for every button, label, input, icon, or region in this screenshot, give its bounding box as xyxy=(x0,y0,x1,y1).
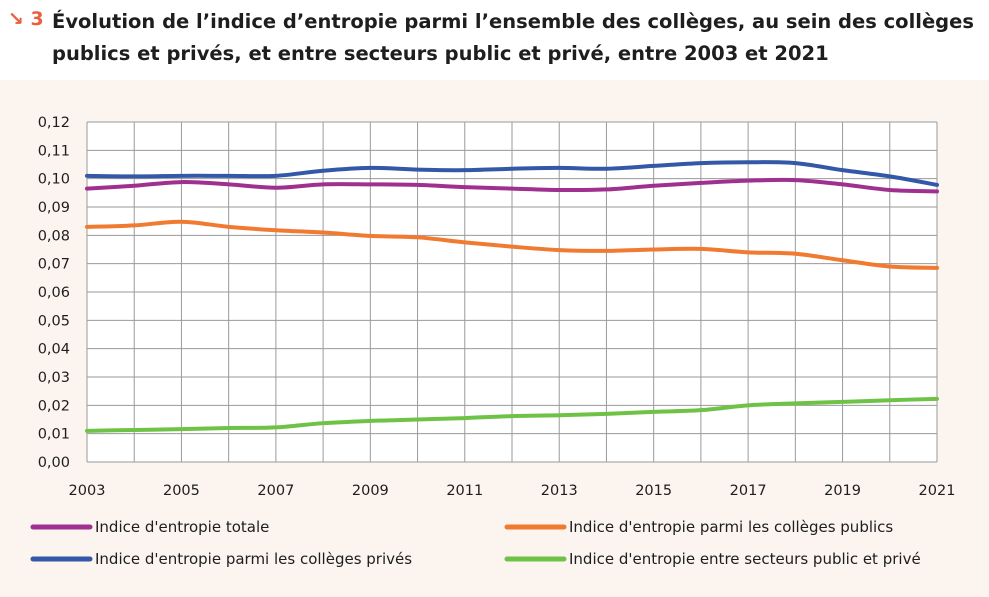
legend-label-4: Indice d'entropie entre secteurs public … xyxy=(569,550,921,568)
line-chart: 0,00 0,01 0,02 0,03 0,04 0,05 0,06 0,07 0,08 0,09… xyxy=(30,115,956,568)
series-line-3 xyxy=(85,160,939,187)
figure-header: ↘ 3 Évolution de l’indice d’entropie par… xyxy=(0,0,989,80)
y-tick-label: 0,07 xyxy=(38,257,70,273)
series-line-4 xyxy=(85,396,939,433)
x-tick-label: 2007 xyxy=(257,483,294,499)
series-line-2 xyxy=(85,219,939,270)
figure-title: Évolution de l’indice d’entropie parmi l… xyxy=(52,10,974,65)
y-tick-label: 0,03 xyxy=(38,370,70,386)
y-tick-label: 0,09 xyxy=(38,200,70,216)
figure-number: ↘ 3 xyxy=(8,8,44,30)
x-tick-label: 2003 xyxy=(69,483,106,499)
legend-label-2: Indice d'entropie parmi les collèges pub… xyxy=(569,518,893,536)
y-tick-label: 0,08 xyxy=(38,228,70,244)
x-tick-label: 2005 xyxy=(163,483,200,499)
y-tick-label: 0,01 xyxy=(38,427,70,443)
chart-panel: 0,00 0,01 0,02 0,03 0,04 0,05 0,06 0,07 0,08 0,09… xyxy=(0,80,989,597)
series-line-1 xyxy=(85,177,939,194)
x-tick-label: 2009 xyxy=(352,483,389,499)
y-tick-label: 0,05 xyxy=(38,313,70,329)
arrow-down-right-icon: ↘ xyxy=(8,8,24,30)
y-tick-label: 0,00 xyxy=(38,455,70,471)
figure-number-value: 3 xyxy=(30,8,44,30)
y-tick-label: 0,02 xyxy=(38,398,70,414)
y-tick-label: 0,11 xyxy=(38,143,70,159)
legend-label-3: Indice d'entropie parmi les collèges pri… xyxy=(95,550,412,568)
y-tick-label: 0,10 xyxy=(38,172,70,188)
x-tick-label: 2019 xyxy=(824,483,861,499)
y-tick-label: 0,04 xyxy=(38,342,70,358)
y-tick-label: 0,12 xyxy=(38,115,70,131)
x-tick-label: 2013 xyxy=(541,483,578,499)
legend-label-1: Indice d'entropie totale xyxy=(95,518,269,536)
x-tick-label: 2011 xyxy=(446,483,483,499)
y-tick-label: 0,06 xyxy=(38,285,70,301)
x-tick-label: 2015 xyxy=(635,483,672,499)
x-tick-label: 2021 xyxy=(919,483,956,499)
x-tick-label: 2017 xyxy=(730,483,767,499)
